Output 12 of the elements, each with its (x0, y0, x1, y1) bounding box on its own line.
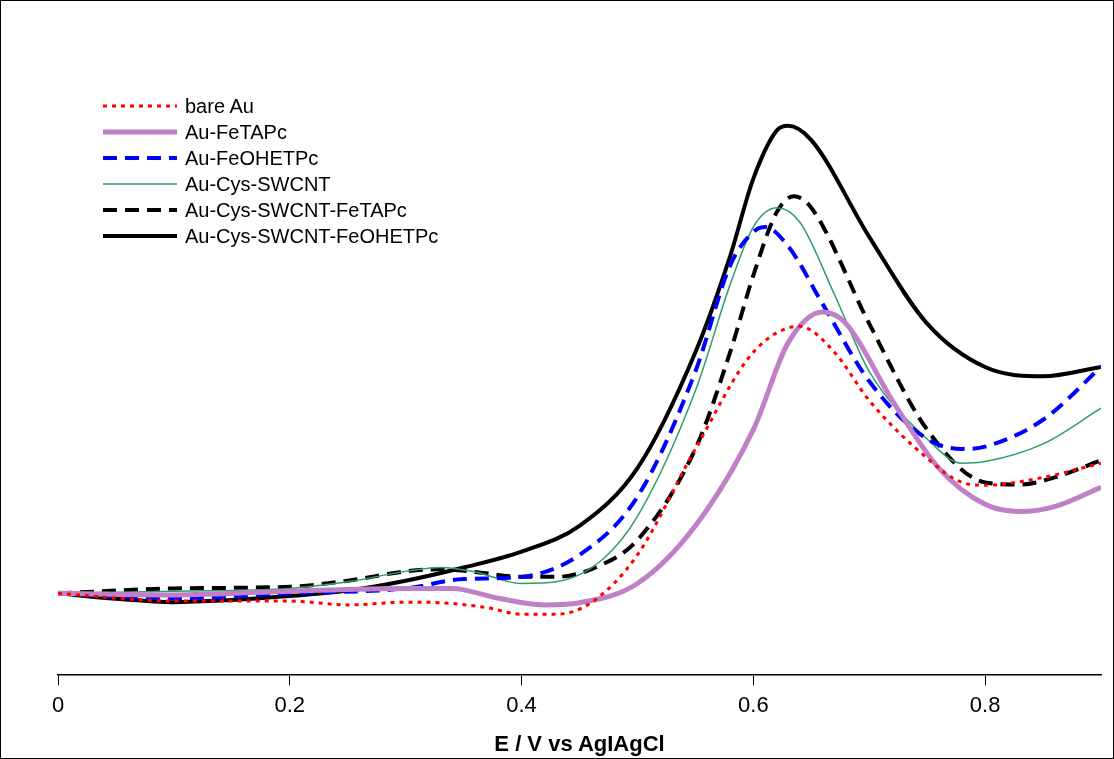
x-tick-label: 0.4 (506, 692, 537, 718)
x-axis-title: E / V vs AgIAgCl (494, 730, 665, 756)
legend-label: Au-Cys-SWCNT-FeTAPc (185, 198, 407, 222)
legend-label: Au-Cys-SWCNT-FeOHETPc (185, 224, 439, 248)
legend-label: bare Au (185, 94, 254, 118)
x-tick-label: 0.6 (738, 692, 769, 718)
x-tick-label: 0.2 (274, 692, 306, 718)
legend-label: Au-FeTAPc (185, 120, 287, 144)
x-tick-label: 0 (51, 692, 65, 718)
legend-label: Au-Cys-SWCNT (185, 172, 331, 196)
x-tick-label: 0.8 (969, 692, 1001, 718)
legend-label: Au-FeOHETPc (185, 146, 319, 170)
